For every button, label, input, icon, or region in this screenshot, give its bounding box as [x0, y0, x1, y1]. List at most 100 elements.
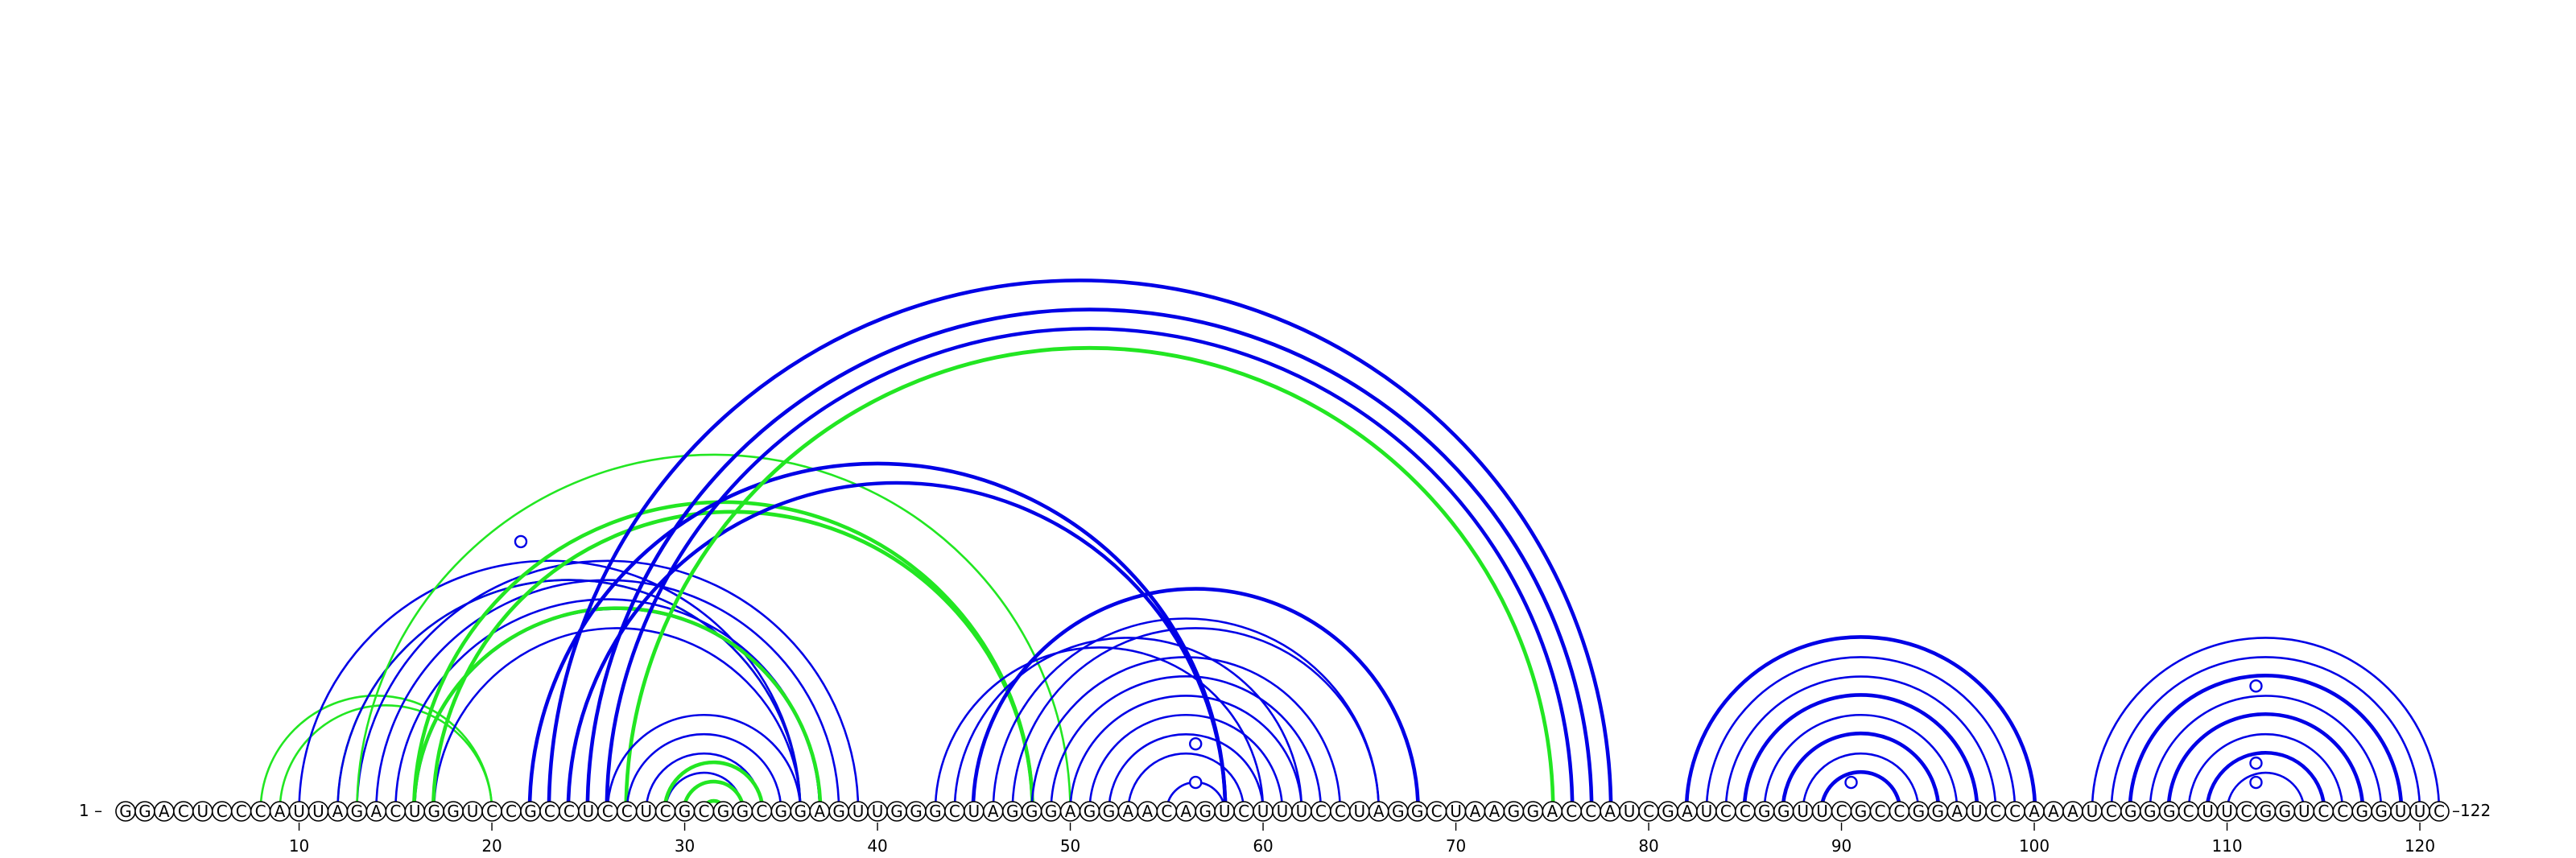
- arc-85-97-blue-band: [1742, 693, 1979, 812]
- nucleotide-46: A: [982, 801, 1004, 822]
- nucleotide-92: C: [1869, 801, 1891, 822]
- nucleotide-letter: C: [2183, 802, 2194, 821]
- nucleotide-letter: U: [872, 802, 884, 821]
- arc-50-62-blue: [1069, 695, 1303, 812]
- nucleotide-113: G: [2274, 801, 2296, 822]
- nucleotide-letter: C: [506, 802, 517, 821]
- nucleotide-20: C: [481, 801, 502, 822]
- nucleotide-62: U: [1291, 801, 1312, 822]
- nucleotide-letter: A: [2048, 802, 2059, 821]
- nucleotide-114: U: [2293, 801, 2315, 822]
- nucleotide-60: U: [1253, 801, 1274, 822]
- nucleotide-23: C: [539, 801, 560, 822]
- pair-marker-icon: [2249, 679, 2263, 693]
- nucleotide-57: G: [1195, 801, 1216, 822]
- arc-88-94-blue: [1802, 752, 1920, 812]
- arc-82-100-blue-band: [1684, 635, 2037, 812]
- nucleotide-99: C: [2004, 801, 2025, 822]
- nucleotide-30: G: [674, 801, 696, 822]
- nucleotide-letter: C: [1874, 802, 1885, 821]
- nucleotide-letter: G: [832, 802, 845, 821]
- nucleotide-letter: G: [890, 802, 903, 821]
- nucleotide-letter: A: [159, 802, 170, 821]
- arc-23-78-blue-band: [547, 278, 1613, 812]
- nucleotide-letter: U: [2221, 802, 2233, 821]
- nucleotide-85: C: [1735, 801, 1756, 822]
- nucleotide-letter: A: [988, 802, 999, 821]
- nucleotide-82: A: [1677, 801, 1698, 822]
- nucleotide-22: G: [520, 801, 541, 822]
- pair-marker-icon: [1189, 775, 1203, 790]
- arc-87-95-blue: [1782, 732, 1939, 812]
- nucleotide-letter: G: [1084, 802, 1096, 821]
- arc-89-93-blue-band: [1819, 769, 1902, 812]
- nucleotide-74: G: [1522, 801, 1544, 822]
- arc-47-66-blue: [1011, 627, 1381, 812]
- nucleotide-120: U: [2409, 801, 2430, 822]
- nucleotide-letter: G: [2355, 802, 2368, 821]
- nucleotide-109: U: [2197, 801, 2219, 822]
- arc-45-68-blue-band: [971, 587, 1420, 812]
- nucleotide-94: G: [1908, 801, 1930, 822]
- nucleotide-letter: U: [1219, 802, 1231, 821]
- nucleotide-letter: C: [1315, 802, 1327, 821]
- tick-label-30: 30: [675, 836, 695, 856]
- nucleotide-97: U: [1966, 801, 1987, 822]
- nucleotide-letter: G: [1045, 802, 1058, 821]
- nucleotide-letter: G: [2375, 802, 2388, 821]
- nucleotide-67: G: [1387, 801, 1409, 822]
- nucleotide-49: G: [1040, 801, 1062, 822]
- nucleotide-letter: U: [582, 802, 594, 821]
- arc-85-97-blue: [1744, 695, 1978, 812]
- nucleotide-letter: C: [699, 802, 710, 821]
- arc-13-50-green: [356, 453, 1071, 812]
- tick-label-10: 10: [289, 836, 309, 856]
- nucleotide-18: G: [443, 801, 464, 822]
- arc-84-98-blue: [1724, 675, 1997, 812]
- arc-13-39-blue: [356, 559, 860, 812]
- nucleotide-101: A: [2043, 801, 2064, 822]
- nucleotide-106: G: [2139, 801, 2161, 822]
- arc-53-59-blue: [1127, 752, 1245, 812]
- nucleotide-72: A: [1484, 801, 1505, 822]
- nucleotide-13: G: [346, 801, 368, 822]
- nucleotide-letter: A: [332, 802, 344, 821]
- nucleotide-letter: U: [2395, 802, 2407, 821]
- arc-103-121-blue: [2091, 637, 2441, 812]
- nucleotide-letter: C: [564, 802, 575, 821]
- nucleotide-letter: G: [1508, 802, 1521, 821]
- nucleotide-98: C: [1985, 801, 2006, 822]
- nucleotide-40: U: [867, 801, 888, 822]
- nucleotide-26: C: [597, 801, 618, 822]
- nucleotide-34: C: [751, 801, 773, 822]
- nucleotide-letter: U: [1277, 802, 1289, 821]
- nucleotide-2: G: [134, 801, 155, 822]
- nucleotide-letter: U: [2087, 802, 2099, 821]
- nucleotide-letter: G: [1411, 802, 1424, 821]
- tick-label-120: 120: [2405, 836, 2435, 856]
- nucleotide-52: G: [1098, 801, 1120, 822]
- pair-marker-icon: [2249, 775, 2263, 790]
- nucleotide-28: U: [635, 801, 657, 822]
- nucleotide-letter: A: [1489, 802, 1501, 821]
- arc-16-37-green: [413, 608, 821, 812]
- nucleotide-letter: G: [1932, 802, 1945, 821]
- nucleotide-letter: U: [1353, 802, 1365, 821]
- nucleotide-letter: G: [1392, 802, 1405, 821]
- nucleotide-88: U: [1792, 801, 1814, 822]
- nucleotide-letter: U: [852, 802, 865, 821]
- nucleotide-55: C: [1156, 801, 1178, 822]
- nucleotide-48: G: [1021, 801, 1042, 822]
- markers-layer: [514, 534, 2263, 790]
- arc-23-78-blue: [548, 280, 1612, 812]
- nucleotide-letter: C: [255, 802, 266, 821]
- nucleotide-71: A: [1464, 801, 1486, 822]
- nucleotide-letter: G: [447, 802, 460, 821]
- arc-106-118-blue: [2149, 695, 2383, 812]
- nucleotide-letter: G: [2260, 802, 2273, 821]
- nucleotide-letter: U: [1701, 802, 1713, 821]
- nucleotide-17: G: [423, 801, 445, 822]
- arc-46-66-blue: [992, 617, 1381, 812]
- nucleotide-letter: G: [1855, 802, 1868, 821]
- nucleotide-93: C: [1889, 801, 1910, 822]
